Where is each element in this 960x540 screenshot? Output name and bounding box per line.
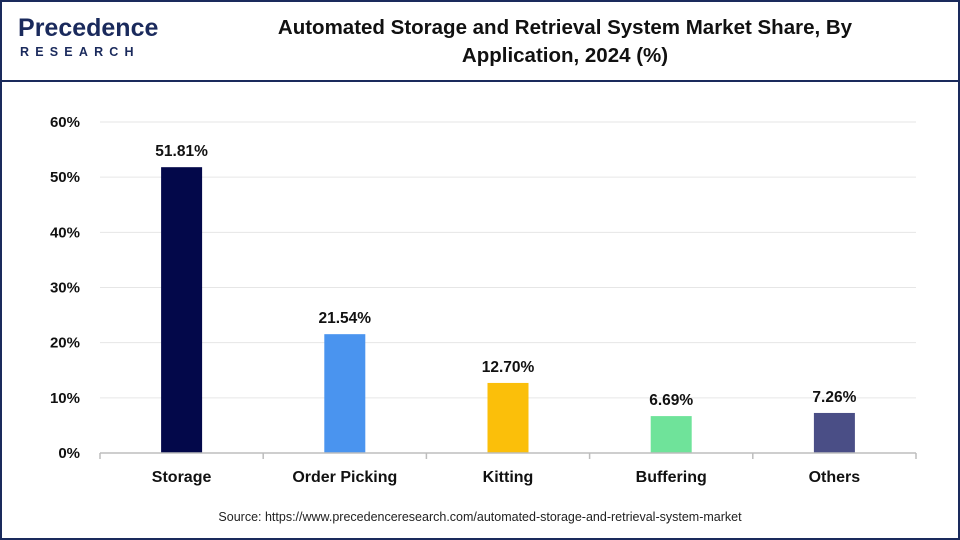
y-tick-label: 40%: [50, 224, 80, 241]
y-tick-label: 50%: [50, 169, 80, 186]
x-axis: [99, 452, 917, 459]
data-label: 12.70%: [482, 359, 535, 376]
y-tick-label: 30%: [50, 280, 80, 297]
data-label: 51.81%: [155, 143, 208, 160]
bar-storage: [161, 167, 203, 453]
category-label: Buffering: [636, 469, 707, 486]
y-axis-ticks: 0% 10% 20% 30% 40% 50% 60%: [50, 114, 80, 462]
gridlines: [100, 121, 916, 399]
y-tick-label: 60%: [50, 114, 80, 131]
data-labels: 51.81% 21.54% 12.70% 6.69% 7.26%: [155, 143, 856, 409]
category-label: Kitting: [483, 469, 534, 486]
category-label: Storage: [152, 469, 212, 486]
source-note: Source: https://www.precedenceresearch.c…: [218, 510, 742, 524]
category-label: Others: [809, 469, 861, 486]
chart-title-line-1: Automated Storage and Retrieval System M…: [277, 16, 853, 39]
chart-title: Automated Storage and Retrieval System M…: [190, 14, 940, 70]
brand-subtitle: RESEARCH: [20, 45, 140, 59]
y-tick-label: 10%: [50, 390, 80, 407]
data-label: 21.54%: [319, 310, 372, 327]
category-label: Order Picking: [292, 469, 397, 486]
bar-buffering: [650, 416, 692, 453]
bar-kitting: [487, 382, 529, 453]
brand-name: Precedence: [18, 14, 159, 42]
category-labels: Storage Order Picking Kitting Buffering Othe…: [152, 469, 860, 486]
bar-others: [813, 412, 855, 453]
data-label: 6.69%: [649, 392, 693, 409]
header: Precedence RESEARCH Automated Storage an…: [0, 0, 960, 82]
y-tick-label: 20%: [50, 335, 80, 352]
y-tick-label: 0%: [58, 445, 80, 462]
chart-title-line-2: Application, 2024 (%): [461, 44, 669, 67]
brand-logo: Precedence RESEARCH: [18, 14, 168, 64]
bar-order-picking: [324, 334, 366, 453]
bars: [161, 167, 855, 453]
data-label: 7.26%: [812, 389, 856, 406]
